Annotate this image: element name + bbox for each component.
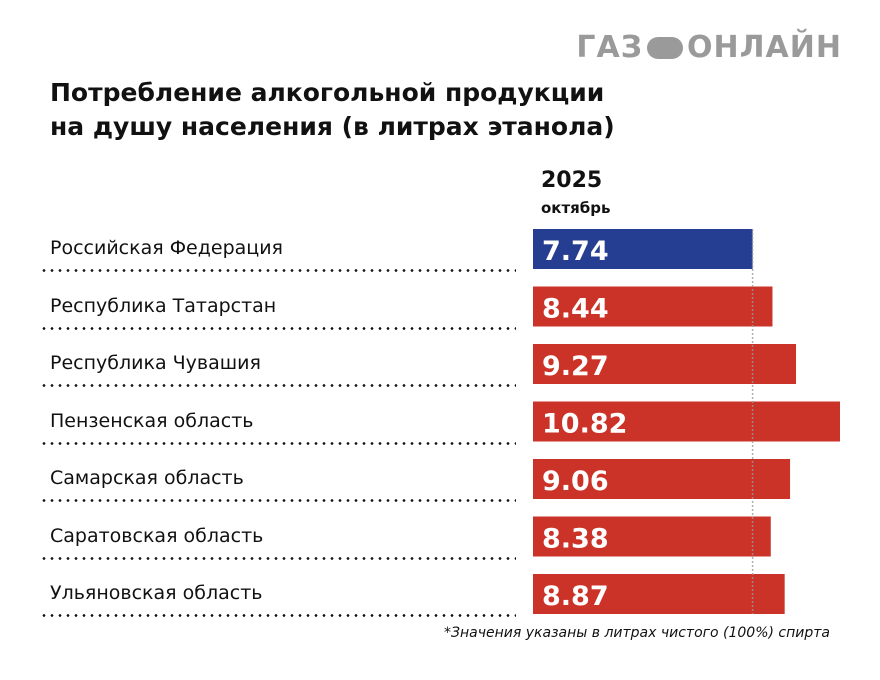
row-separator [40,384,516,387]
category-label: Республика Татарстан [50,294,277,317]
bar-value-label: 9.06 [542,466,609,497]
footnote: *Значения указаны в литрах чистого (100%… [444,625,830,641]
row-separator [40,614,516,617]
brand-logo: ГАЗ ОНЛАЙН [576,30,842,65]
chart-title-line-1: Потребление алкогольной продукции [50,78,605,107]
bar [533,286,773,327]
logo-text-left: ГАЗ [576,30,644,65]
bar [533,459,791,499]
period-year: 2025 [541,168,603,193]
bar-value-label: 9.27 [542,351,609,382]
bar [533,229,753,269]
row-separator [40,556,516,560]
category-label: Самарская область [50,467,244,489]
row-separator [40,499,516,502]
row-separator [40,269,516,272]
logo-text-right: ОНЛАЙН [687,30,842,65]
bar-value-label: 8.38 [542,524,609,555]
bar-value-label: 8.87 [542,581,609,612]
bar [533,574,785,614]
row-separator [40,441,516,445]
period-month: октябрь [541,199,611,217]
row-separator [40,326,516,330]
logo-pill-icon [647,36,684,59]
category-label: Республика Чувашия [50,352,261,374]
chart-title: Потребление алкогольной продукции на душ… [50,76,690,144]
bar-value-label: 7.74 [542,236,609,267]
bar [533,401,840,442]
bar-value-label: 8.44 [542,294,609,325]
bar [533,516,771,557]
category-label: Российская Федерация [50,237,283,259]
chart-title-line-2: на душу населения (в литрах этанола) [50,112,615,141]
category-label: Саратовская область [50,524,264,547]
category-label: Ульяновская область [50,582,263,604]
category-label: Пензенская область [50,409,254,432]
bar-value-label: 10.82 [542,409,627,440]
